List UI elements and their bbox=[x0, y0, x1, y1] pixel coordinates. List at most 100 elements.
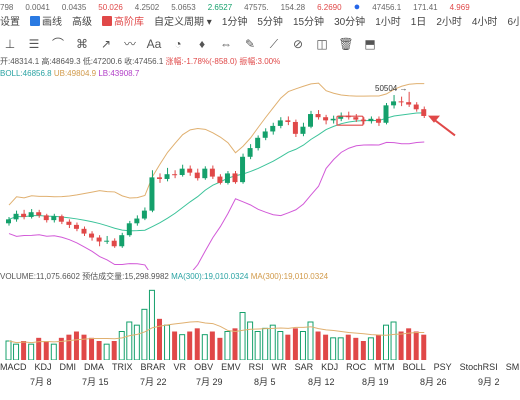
indicator-tab[interactable]: EMV bbox=[221, 362, 241, 372]
draw-tool-icon[interactable]: ⊘ bbox=[292, 37, 304, 51]
candle[interactable] bbox=[368, 116, 374, 124]
indicator-tab[interactable]: VR bbox=[173, 362, 187, 372]
draw-tool-icon[interactable]: ↗ bbox=[100, 37, 112, 51]
candle[interactable] bbox=[73, 222, 79, 232]
candle[interactable] bbox=[179, 164, 185, 177]
candle[interactable] bbox=[51, 213, 57, 223]
checkbox-icon[interactable] bbox=[102, 16, 112, 26]
candle[interactable] bbox=[270, 122, 276, 135]
candle[interactable] bbox=[28, 209, 34, 219]
indicator-tab[interactable]: MACD bbox=[0, 362, 27, 372]
draw-tool-icon[interactable]: Aa bbox=[146, 37, 162, 51]
candle[interactable] bbox=[315, 110, 321, 120]
draw-tool-icon[interactable]: ⌘ bbox=[76, 37, 88, 51]
candle[interactable] bbox=[232, 171, 238, 184]
candle[interactable] bbox=[375, 116, 381, 126]
candle[interactable] bbox=[141, 207, 147, 221]
draw-tool-icon[interactable]: ✎ bbox=[244, 37, 256, 51]
candle[interactable] bbox=[21, 209, 27, 220]
indicator-tab[interactable]: KDJ bbox=[321, 362, 339, 372]
candle[interactable] bbox=[217, 174, 223, 185]
indicator-tab[interactable]: DMI bbox=[59, 362, 77, 372]
candlestick-chart[interactable]: 50504 → bbox=[0, 80, 520, 270]
candle[interactable] bbox=[89, 231, 95, 241]
candle[interactable] bbox=[413, 102, 419, 112]
indicator-tab[interactable]: BOLL bbox=[402, 362, 426, 372]
candle[interactable] bbox=[172, 170, 178, 179]
candle[interactable] bbox=[277, 117, 283, 129]
candle[interactable] bbox=[66, 219, 72, 229]
settings-button[interactable]: 设置 bbox=[0, 17, 20, 28]
indicator-tab[interactable]: DMA bbox=[84, 362, 105, 372]
candle[interactable] bbox=[6, 216, 11, 226]
candle[interactable] bbox=[421, 106, 427, 118]
candle[interactable] bbox=[13, 210, 19, 222]
draw-tool-icon[interactable]: ⊥ bbox=[4, 37, 16, 51]
candle[interactable] bbox=[391, 95, 397, 109]
indicator-tab[interactable]: PSY bbox=[433, 362, 452, 372]
toolbar-item[interactable]: 高级 bbox=[72, 14, 92, 32]
candle[interactable] bbox=[353, 114, 359, 122]
indicator-tab[interactable]: BRAR bbox=[140, 362, 166, 372]
candle[interactable] bbox=[119, 232, 125, 248]
candle[interactable] bbox=[209, 165, 215, 179]
toolbar-item[interactable]: 2小时 bbox=[436, 14, 462, 32]
toolbar-item[interactable]: 4小时 bbox=[472, 14, 498, 32]
volume-chart[interactable] bbox=[0, 284, 520, 360]
indicator-tab[interactable]: TRIX bbox=[112, 362, 133, 372]
candle[interactable] bbox=[187, 165, 193, 176]
draw-tool-icon[interactable]: 🗑 bbox=[338, 37, 354, 51]
candle[interactable] bbox=[224, 171, 230, 185]
candle[interactable] bbox=[406, 91, 412, 107]
draw-tool-icon[interactable]: ☰ bbox=[28, 37, 40, 51]
candle[interactable] bbox=[126, 220, 132, 237]
candle[interactable] bbox=[96, 235, 102, 247]
indicator-tab[interactable]: MTM bbox=[374, 362, 395, 372]
candle[interactable] bbox=[194, 168, 200, 181]
candle[interactable] bbox=[383, 102, 389, 125]
candle[interactable] bbox=[262, 128, 268, 141]
candle[interactable] bbox=[134, 215, 140, 226]
candle[interactable] bbox=[285, 116, 291, 126]
toolbar-item[interactable]: 高阶库 bbox=[102, 14, 144, 32]
checkbox-icon[interactable] bbox=[30, 16, 40, 26]
candle[interactable] bbox=[247, 144, 253, 160]
candle[interactable] bbox=[338, 112, 344, 122]
toolbar-item[interactable]: 自定义周期 ▾ bbox=[154, 14, 212, 32]
toolbar-item[interactable]: 1小时 bbox=[375, 14, 401, 32]
indicator-tab[interactable]: OBV bbox=[194, 362, 214, 372]
draw-tool-icon[interactable]: ⬒ bbox=[364, 37, 376, 51]
candle[interactable] bbox=[308, 110, 313, 129]
draw-tool-icon[interactable]: ◔ bbox=[174, 37, 182, 51]
candle[interactable] bbox=[149, 170, 155, 213]
toolbar-item[interactable]: 画线 bbox=[30, 14, 62, 32]
candle[interactable] bbox=[157, 173, 162, 183]
draw-tool-icon[interactable]: ⇔ bbox=[220, 37, 232, 51]
toolbar-item[interactable]: 1分钟 bbox=[222, 14, 248, 32]
candle[interactable] bbox=[164, 167, 170, 182]
indicator-tab[interactable]: SAR bbox=[294, 362, 314, 372]
candle[interactable] bbox=[36, 209, 42, 218]
candle[interactable] bbox=[398, 96, 404, 107]
candle[interactable] bbox=[202, 166, 208, 180]
draw-tool-icon[interactable]: 〰 bbox=[123, 37, 136, 51]
toolbar-item[interactable]: 6小时 bbox=[507, 14, 520, 32]
indicator-tab[interactable]: StochRSI bbox=[459, 362, 498, 372]
toolbar-item[interactable]: 5分钟 bbox=[257, 14, 283, 32]
candle[interactable] bbox=[292, 119, 298, 137]
draw-tool-icon[interactable]: ◫ bbox=[316, 37, 328, 51]
toolbar-item[interactable]: 15分钟 bbox=[293, 14, 324, 32]
candle[interactable] bbox=[111, 238, 117, 248]
candle[interactable] bbox=[104, 235, 110, 244]
draw-tool-icon[interactable]: ⟋ bbox=[269, 37, 279, 51]
candle[interactable] bbox=[323, 114, 329, 125]
indicator-tab[interactable]: WR bbox=[271, 362, 287, 372]
indicator-tab[interactable]: ROC bbox=[346, 362, 367, 372]
indicator-tab[interactable]: KDJ bbox=[34, 362, 52, 372]
toolbar-item[interactable]: 1日 bbox=[411, 14, 427, 32]
candle[interactable] bbox=[58, 214, 64, 225]
candle[interactable] bbox=[330, 115, 336, 124]
candle[interactable] bbox=[43, 213, 49, 223]
draw-tool-icon[interactable]: ⌒ bbox=[51, 37, 64, 51]
draw-tool-icon[interactable]: ♦ bbox=[198, 37, 206, 51]
